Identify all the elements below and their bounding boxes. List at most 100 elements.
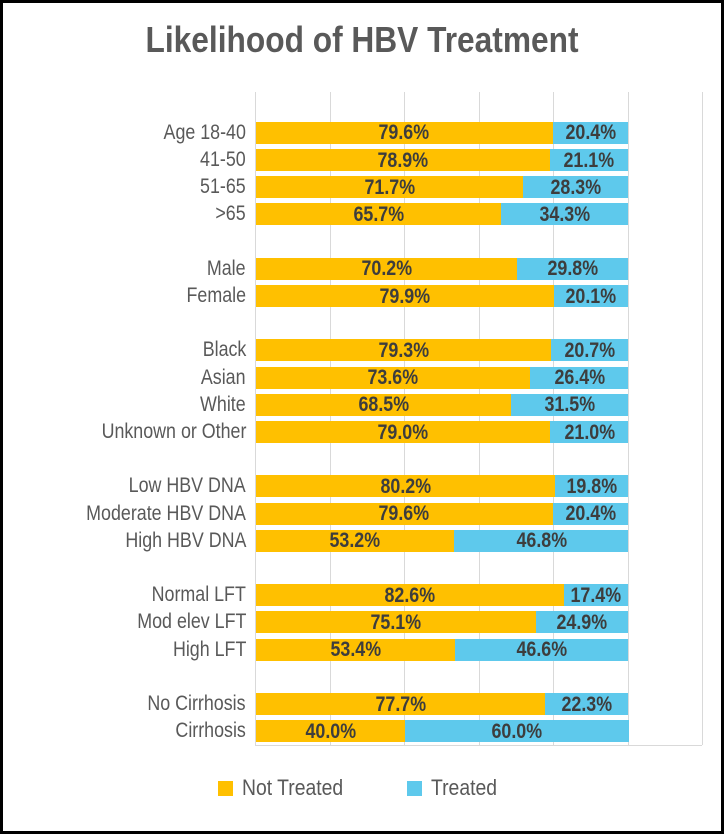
bar-segment-treated: 60.0% — [405, 719, 629, 743]
value-label: 53.2% — [329, 529, 381, 553]
bar-segment-not-treated: 65.7% — [256, 203, 501, 226]
category-label-text: 41-50 — [200, 148, 246, 171]
category-label-text: Mod elev LFT — [136, 610, 246, 634]
category-label: Black — [0, 337, 246, 364]
bar-segment-treated: 21.1% — [549, 148, 629, 172]
bar-segment-not-treated: 79.0% — [256, 420, 551, 444]
value-label: 79.9% — [379, 284, 431, 308]
category-label-text: Low HBV DNA — [128, 474, 246, 498]
legend-item-not-treated: Not Treated — [218, 775, 357, 801]
bar-row: No Cirrhosis 77.7% 22.3% — [0, 690, 724, 717]
value-label: 20.7% — [564, 338, 616, 362]
value-label: 68.5% — [358, 393, 409, 417]
stacked-bar: 40.0% 60.0% — [256, 719, 629, 743]
bar-row: High HBV DNA 53.2% 46.8% — [0, 527, 724, 554]
bar-segment-treated: 22.3% — [545, 693, 629, 716]
gridline-120-pct — [702, 92, 703, 745]
category-label: Cirrhosis — [0, 718, 246, 745]
bar-segment-not-treated: 82.6% — [256, 583, 564, 607]
category-label: High LFT — [0, 636, 246, 663]
bar-segment-not-treated: 53.2% — [256, 529, 455, 553]
bar-segment-treated: 20.7% — [551, 338, 629, 362]
category-label-text: Unknown or Other — [101, 420, 246, 444]
value-label: 80.2% — [380, 474, 431, 498]
group-spacer-row — [0, 92, 724, 119]
bar-row: Age 18-40 79.6% 20.4% — [0, 119, 724, 146]
category-label-text: Female — [186, 284, 246, 308]
category-label: High HBV DNA — [0, 527, 246, 554]
value-label: 71.7% — [364, 175, 415, 199]
bar-row: Moderate HBV DNA 79.6% 20.4% — [0, 500, 724, 527]
bar-row: Low HBV DNA 80.2% 19.8% — [0, 473, 724, 500]
value-label: 31.5% — [544, 393, 596, 417]
value-label: 46.6% — [516, 638, 568, 662]
bar-segment-treated: 46.6% — [454, 638, 629, 662]
value-label: 82.6% — [384, 583, 436, 607]
bar-segment-not-treated: 80.2% — [256, 474, 555, 498]
category-label-text: Black — [202, 338, 246, 362]
category-axis-line — [255, 92, 256, 745]
stacked-bar: 73.6% 26.4% — [256, 366, 629, 390]
bar-segment-treated: 20.4% — [552, 502, 629, 525]
bar-segment-not-treated: 77.7% — [256, 693, 546, 716]
value-label: 29.8% — [547, 257, 599, 281]
stacked-bar: 75.1% 24.9% — [256, 610, 629, 634]
bar-row: >65 65.7% 34.3% — [0, 201, 724, 228]
bar-row: Cirrhosis 40.0% 60.0% — [0, 718, 724, 745]
stacked-bar: 53.2% 46.8% — [256, 529, 629, 553]
gridline-100-pct — [628, 92, 629, 745]
category-label: 41-50 — [0, 146, 246, 173]
category-label: Low HBV DNA — [0, 473, 246, 500]
group-spacer-row — [0, 663, 724, 690]
bar-segment-treated: 26.4% — [530, 366, 629, 390]
bar-segment-treated: 34.3% — [500, 202, 629, 226]
value-label: 60.0% — [491, 719, 543, 743]
bar-segment-not-treated: 53.4% — [256, 638, 455, 661]
bar-segment-treated: 17.4% — [563, 584, 629, 607]
category-label-text: Asian — [201, 365, 246, 389]
legend-label-treated: Treated — [430, 775, 497, 800]
bar-segment-not-treated: 40.0% — [256, 720, 405, 743]
group-spacer-row — [0, 228, 724, 255]
value-label: 79.6% — [378, 502, 430, 526]
group-spacer-row — [0, 446, 724, 473]
legend-label-not-treated: Not Treated — [242, 775, 344, 800]
gridline-80-pct — [553, 92, 554, 745]
bar-segment-not-treated: 79.3% — [256, 339, 552, 362]
value-label: 26.4% — [554, 366, 605, 390]
value-label: 70.2% — [361, 257, 413, 281]
legend-swatch-not-treated — [218, 780, 234, 796]
value-label: 19.8% — [566, 474, 617, 498]
bar-segment-not-treated: 70.2% — [256, 257, 518, 281]
bar-row: Female 79.9% 20.1% — [0, 282, 724, 309]
value-label: 21.1% — [563, 148, 615, 172]
bar-segment-treated: 29.8% — [517, 257, 629, 281]
bar-row: Unknown or Other 79.0% 21.0% — [0, 418, 724, 445]
value-label: 79.6% — [378, 121, 430, 145]
chart-title: Likelihood of HBV Treatment — [0, 18, 724, 61]
category-label: Unknown or Other — [0, 418, 246, 445]
bar-segment-treated: 21.0% — [550, 421, 629, 444]
legend-swatch-treated — [406, 780, 422, 796]
bar-segment-not-treated: 71.7% — [256, 175, 524, 199]
category-label: Normal LFT — [0, 582, 246, 609]
bar-segment-treated: 31.5% — [511, 393, 629, 417]
bar-segment-treated: 46.8% — [454, 529, 629, 552]
value-label: 34.3% — [539, 202, 590, 226]
bar-segment-not-treated: 79.6% — [256, 502, 553, 526]
value-label: 20.4% — [565, 121, 616, 145]
category-label: No Cirrhosis — [0, 690, 246, 717]
bar-row: 51-65 71.7% 28.3% — [0, 174, 724, 201]
category-label-text: High HBV DNA — [124, 528, 246, 552]
legend: Not Treated Treated — [0, 769, 724, 807]
category-label-text: 51-65 — [200, 175, 246, 199]
category-label: 51-65 — [0, 174, 246, 201]
value-label: 24.9% — [556, 610, 608, 634]
bar-row: Asian 73.6% 26.4% — [0, 364, 724, 391]
category-label-text: High LFT — [172, 637, 246, 661]
group-spacer-row — [0, 310, 724, 337]
value-label: 79.0% — [377, 420, 429, 444]
bar-segment-treated: 19.8% — [554, 474, 629, 498]
stacked-bar: 79.6% 20.4% — [256, 502, 629, 526]
plot-area: Age 18-40 79.6% 20.4% 41-50 78.9% 21.1% 51-65 7… — [0, 92, 724, 745]
